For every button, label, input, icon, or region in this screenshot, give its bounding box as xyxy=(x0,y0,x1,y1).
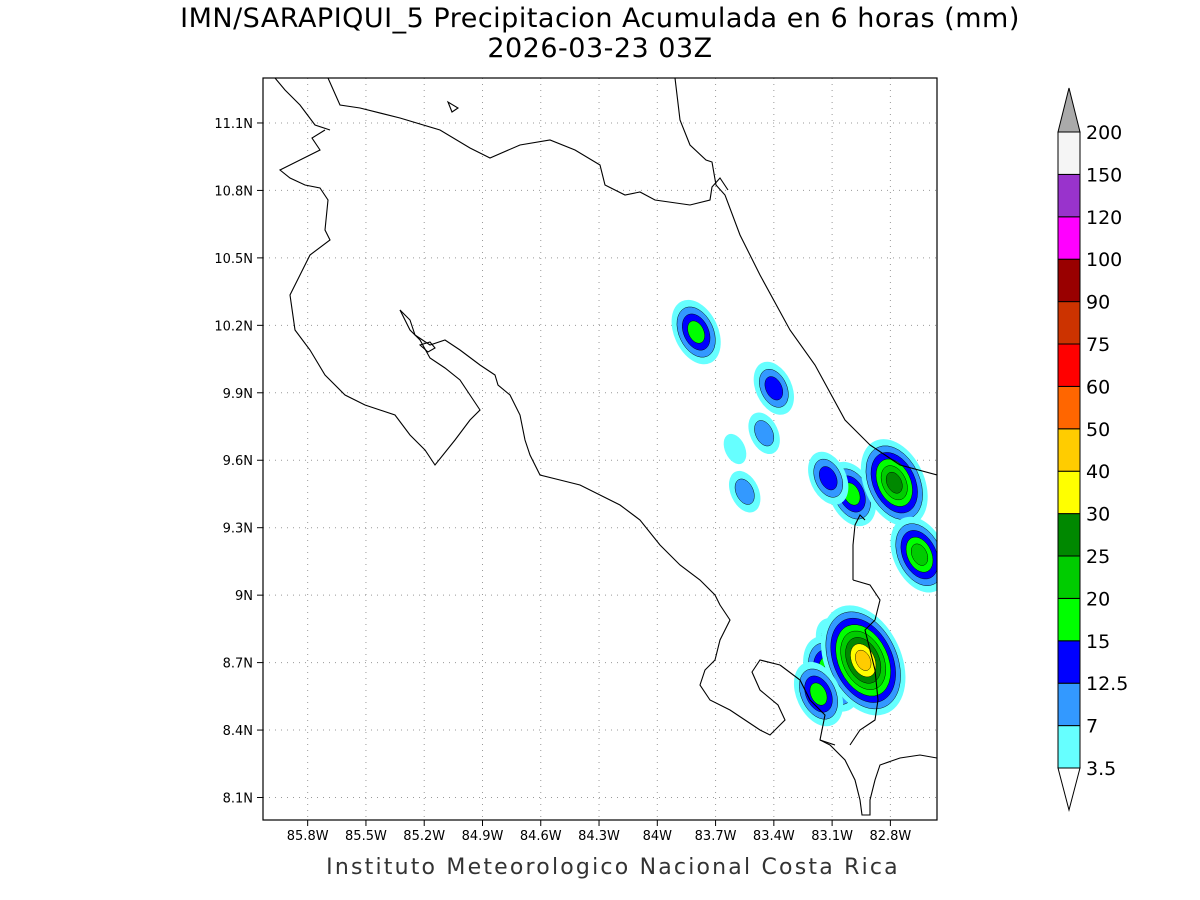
footer-credit: Instituto Meteorologico Nacional Costa R… xyxy=(326,855,900,880)
colorbar-label: 200 xyxy=(1086,122,1122,144)
colorbar-swatch xyxy=(1057,470,1081,515)
colorbar-label: 7 xyxy=(1086,716,1098,738)
precip-cell xyxy=(820,605,906,716)
precip-cell xyxy=(748,412,780,455)
colorbar-top-arrow xyxy=(1057,87,1081,133)
nicaragua-caribbean-coastline xyxy=(674,78,937,476)
chart-title: IMN/SARAPIQUI_5 Precipitacion Acumulada … xyxy=(180,3,1020,34)
precip-contour-level xyxy=(734,478,755,505)
colorbar-swatch xyxy=(1057,301,1081,345)
x-tick-label: 83.4W xyxy=(753,829,795,844)
precip-contour-level xyxy=(809,682,828,706)
y-tick-label: 8.4N xyxy=(223,724,253,739)
y-tick-label: 10.5N xyxy=(214,252,253,267)
colorbar-label: 100 xyxy=(1086,249,1122,271)
x-axis-ticks: 85.8W 85.5W 85.2W 84.9W 84.6W 84.3W 84W 83.7W 83… xyxy=(287,820,911,844)
precip-contour-level xyxy=(819,466,838,491)
x-tick-label: 84.3W xyxy=(578,829,620,844)
colorbar-legend: 3.5 7 12.5 15 20 25 30 40 50 60 75 90 100 120 150 200 xyxy=(1057,87,1128,812)
colorbar-swatch xyxy=(1057,513,1081,557)
precip-cell xyxy=(723,433,747,465)
x-tick-label: 85.2W xyxy=(403,829,445,844)
precip-cell xyxy=(808,451,849,505)
colorbar-swatch xyxy=(1057,428,1081,472)
y-tick-label: 9.3N xyxy=(223,522,253,537)
y-tick-label: 8.7N xyxy=(223,657,253,672)
colorbar-label: 20 xyxy=(1086,588,1110,610)
colorbar-label: 90 xyxy=(1086,292,1110,314)
colorbar-label: 12.5 xyxy=(1086,673,1128,695)
colorbar-swatch xyxy=(1057,216,1081,260)
osa-golfo-dulce xyxy=(779,664,937,816)
colorbar-bottom-arrow xyxy=(1057,767,1081,812)
x-tick-label: 82.8W xyxy=(869,829,911,844)
colorbar-label: 150 xyxy=(1086,164,1122,186)
panama-border xyxy=(819,514,881,746)
precip-contour-level xyxy=(855,649,872,671)
precip-contour-level xyxy=(885,471,903,494)
colorbar-swatch xyxy=(1057,597,1081,642)
colorbar-swatch xyxy=(1057,385,1081,430)
precip-contour-level xyxy=(723,433,747,465)
x-tick-label: 85.5W xyxy=(345,829,387,844)
precip-cell xyxy=(728,470,761,513)
colorbar-swatch xyxy=(1057,682,1081,727)
precip-cell xyxy=(793,661,844,727)
x-tick-label: 84W xyxy=(643,829,673,844)
map-frame xyxy=(262,77,938,821)
y-tick-label: 10.2N xyxy=(214,319,253,334)
colorbar-label: 3.5 xyxy=(1086,758,1116,780)
guanacaste-coast xyxy=(278,129,481,466)
x-tick-label: 84.9W xyxy=(462,829,504,844)
colorbar-label: 15 xyxy=(1086,631,1110,653)
x-tick-label: 84.6W xyxy=(520,829,562,844)
gulf-of-nicoya-east-coast xyxy=(399,309,786,736)
y-tick-label: 9.6N xyxy=(223,454,253,469)
y-axis-ticks: 11.1N 10.8N 10.5N 10.2N 9.9N 9.6N 9.3N 9N 8.7N 8.… xyxy=(214,117,263,807)
precipitation-contours xyxy=(671,299,937,727)
x-tick-label: 85.8W xyxy=(287,829,329,844)
y-tick-label: 8.1N xyxy=(223,792,253,807)
precip-cell xyxy=(860,439,928,527)
map-gridlines xyxy=(263,78,937,820)
y-tick-label: 10.8N xyxy=(214,184,253,199)
coastline-borders xyxy=(274,78,937,816)
y-tick-label: 11.1N xyxy=(214,117,253,132)
colorbar-label: 25 xyxy=(1086,546,1110,568)
colorbar-label: 75 xyxy=(1086,334,1110,356)
colorbar-label: 60 xyxy=(1086,376,1110,398)
precip-cell xyxy=(753,361,794,415)
precip-cell xyxy=(671,299,721,365)
lake-nicaragua-island xyxy=(446,100,460,113)
colorbar-swatch xyxy=(1057,640,1081,684)
colorbar-label: 120 xyxy=(1086,207,1122,229)
colorbar-label: 40 xyxy=(1086,461,1110,483)
precip-contour-level xyxy=(754,420,775,447)
x-tick-label: 83.1W xyxy=(811,829,853,844)
nicoya-small-island xyxy=(418,341,436,353)
nicaragua-pacific-coast xyxy=(274,78,331,131)
precip-contour-level xyxy=(764,376,783,401)
north-border xyxy=(327,78,729,206)
colorbar-swatch xyxy=(1057,258,1081,303)
x-tick-label: 83.7W xyxy=(695,829,737,844)
chart-subtitle-datetime: 2026-03-23 03Z xyxy=(487,33,713,64)
colorbar-label: 30 xyxy=(1086,504,1110,526)
y-tick-label: 9.9N xyxy=(223,387,253,402)
colorbar-swatch xyxy=(1057,343,1081,387)
colorbar-swatch xyxy=(1057,725,1081,769)
colorbar-swatch xyxy=(1057,555,1081,599)
y-tick-label: 9N xyxy=(235,589,253,604)
colorbar-label: 50 xyxy=(1086,419,1110,441)
precip-contour-level xyxy=(911,543,929,566)
precip-cell xyxy=(890,516,937,593)
precip-contour-level xyxy=(687,320,705,344)
colorbar-swatch xyxy=(1057,173,1081,218)
colorbar-swatch xyxy=(1057,131,1081,175)
